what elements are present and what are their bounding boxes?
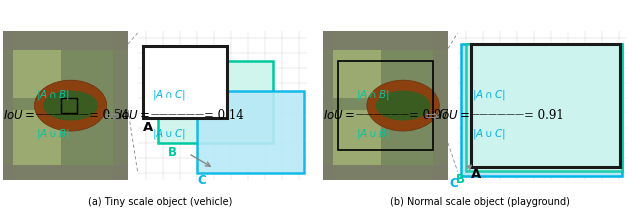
- Text: $\mathit{IoU} =$: $\mathit{IoU} =$: [438, 109, 470, 122]
- Text: $|A \cap B|$: $|A \cap B|$: [36, 88, 70, 102]
- Text: $|A \cup C|$: $|A \cup C|$: [472, 127, 506, 141]
- Bar: [143, 46, 227, 117]
- Text: $|A \cap B|$: $|A \cap B|$: [356, 88, 390, 102]
- Bar: [323, 31, 448, 50]
- Bar: [197, 91, 304, 173]
- Bar: [466, 44, 622, 171]
- Bar: [323, 31, 333, 180]
- Text: $\Rightarrow$: $\Rightarrow$: [421, 107, 439, 124]
- Bar: [61, 98, 77, 113]
- Text: $|A \cap C|$: $|A \cap C|$: [152, 88, 186, 102]
- Text: $|A \cup B|$: $|A \cup B|$: [36, 127, 70, 141]
- Bar: [13, 110, 61, 165]
- Text: C: C: [450, 177, 458, 190]
- Text: (b) Normal scale object (playground): (b) Normal scale object (playground): [390, 197, 570, 207]
- Bar: [333, 50, 381, 98]
- Bar: [338, 61, 433, 150]
- Text: $|A \cap C|$: $|A \cap C|$: [472, 88, 506, 102]
- Bar: [323, 165, 448, 180]
- Text: $\mathit{IoU} =$: $\mathit{IoU} =$: [118, 109, 150, 122]
- Text: A: A: [471, 169, 481, 182]
- Text: = 0.14: = 0.14: [204, 109, 244, 122]
- Text: ——————: ——————: [355, 110, 409, 119]
- Bar: [333, 110, 381, 165]
- Text: $\Rightarrow$: $\Rightarrow$: [101, 107, 119, 124]
- Bar: [433, 31, 448, 180]
- Text: = 0.97: = 0.97: [409, 109, 449, 122]
- Text: (a) Tiny scale object (vehicle): (a) Tiny scale object (vehicle): [88, 197, 232, 207]
- Text: A: A: [143, 121, 153, 134]
- Ellipse shape: [35, 80, 107, 131]
- Text: $|A \cup B|$: $|A \cup B|$: [356, 127, 390, 141]
- Bar: [3, 31, 128, 50]
- Bar: [471, 44, 620, 167]
- Text: $|A \cup C|$: $|A \cup C|$: [152, 127, 186, 141]
- Bar: [158, 61, 273, 143]
- Bar: [3, 165, 128, 180]
- Text: $\mathit{IoU} =$: $\mathit{IoU} =$: [323, 109, 355, 122]
- Text: B: B: [168, 146, 177, 159]
- Text: $\mathit{IoU} =$: $\mathit{IoU} =$: [3, 109, 35, 122]
- Text: ——————: ——————: [150, 110, 204, 119]
- Bar: [113, 31, 128, 180]
- Bar: [3, 31, 13, 180]
- Bar: [13, 50, 61, 98]
- Text: B: B: [456, 173, 465, 186]
- Text: ——————: ——————: [35, 110, 89, 119]
- Ellipse shape: [43, 91, 98, 121]
- Ellipse shape: [376, 91, 431, 121]
- Ellipse shape: [367, 80, 439, 131]
- Text: = 0.91: = 0.91: [524, 109, 564, 122]
- Bar: [461, 44, 622, 176]
- Text: ——————: ——————: [470, 110, 524, 119]
- Text: = 0.54: = 0.54: [89, 109, 129, 122]
- Text: C: C: [197, 174, 205, 187]
